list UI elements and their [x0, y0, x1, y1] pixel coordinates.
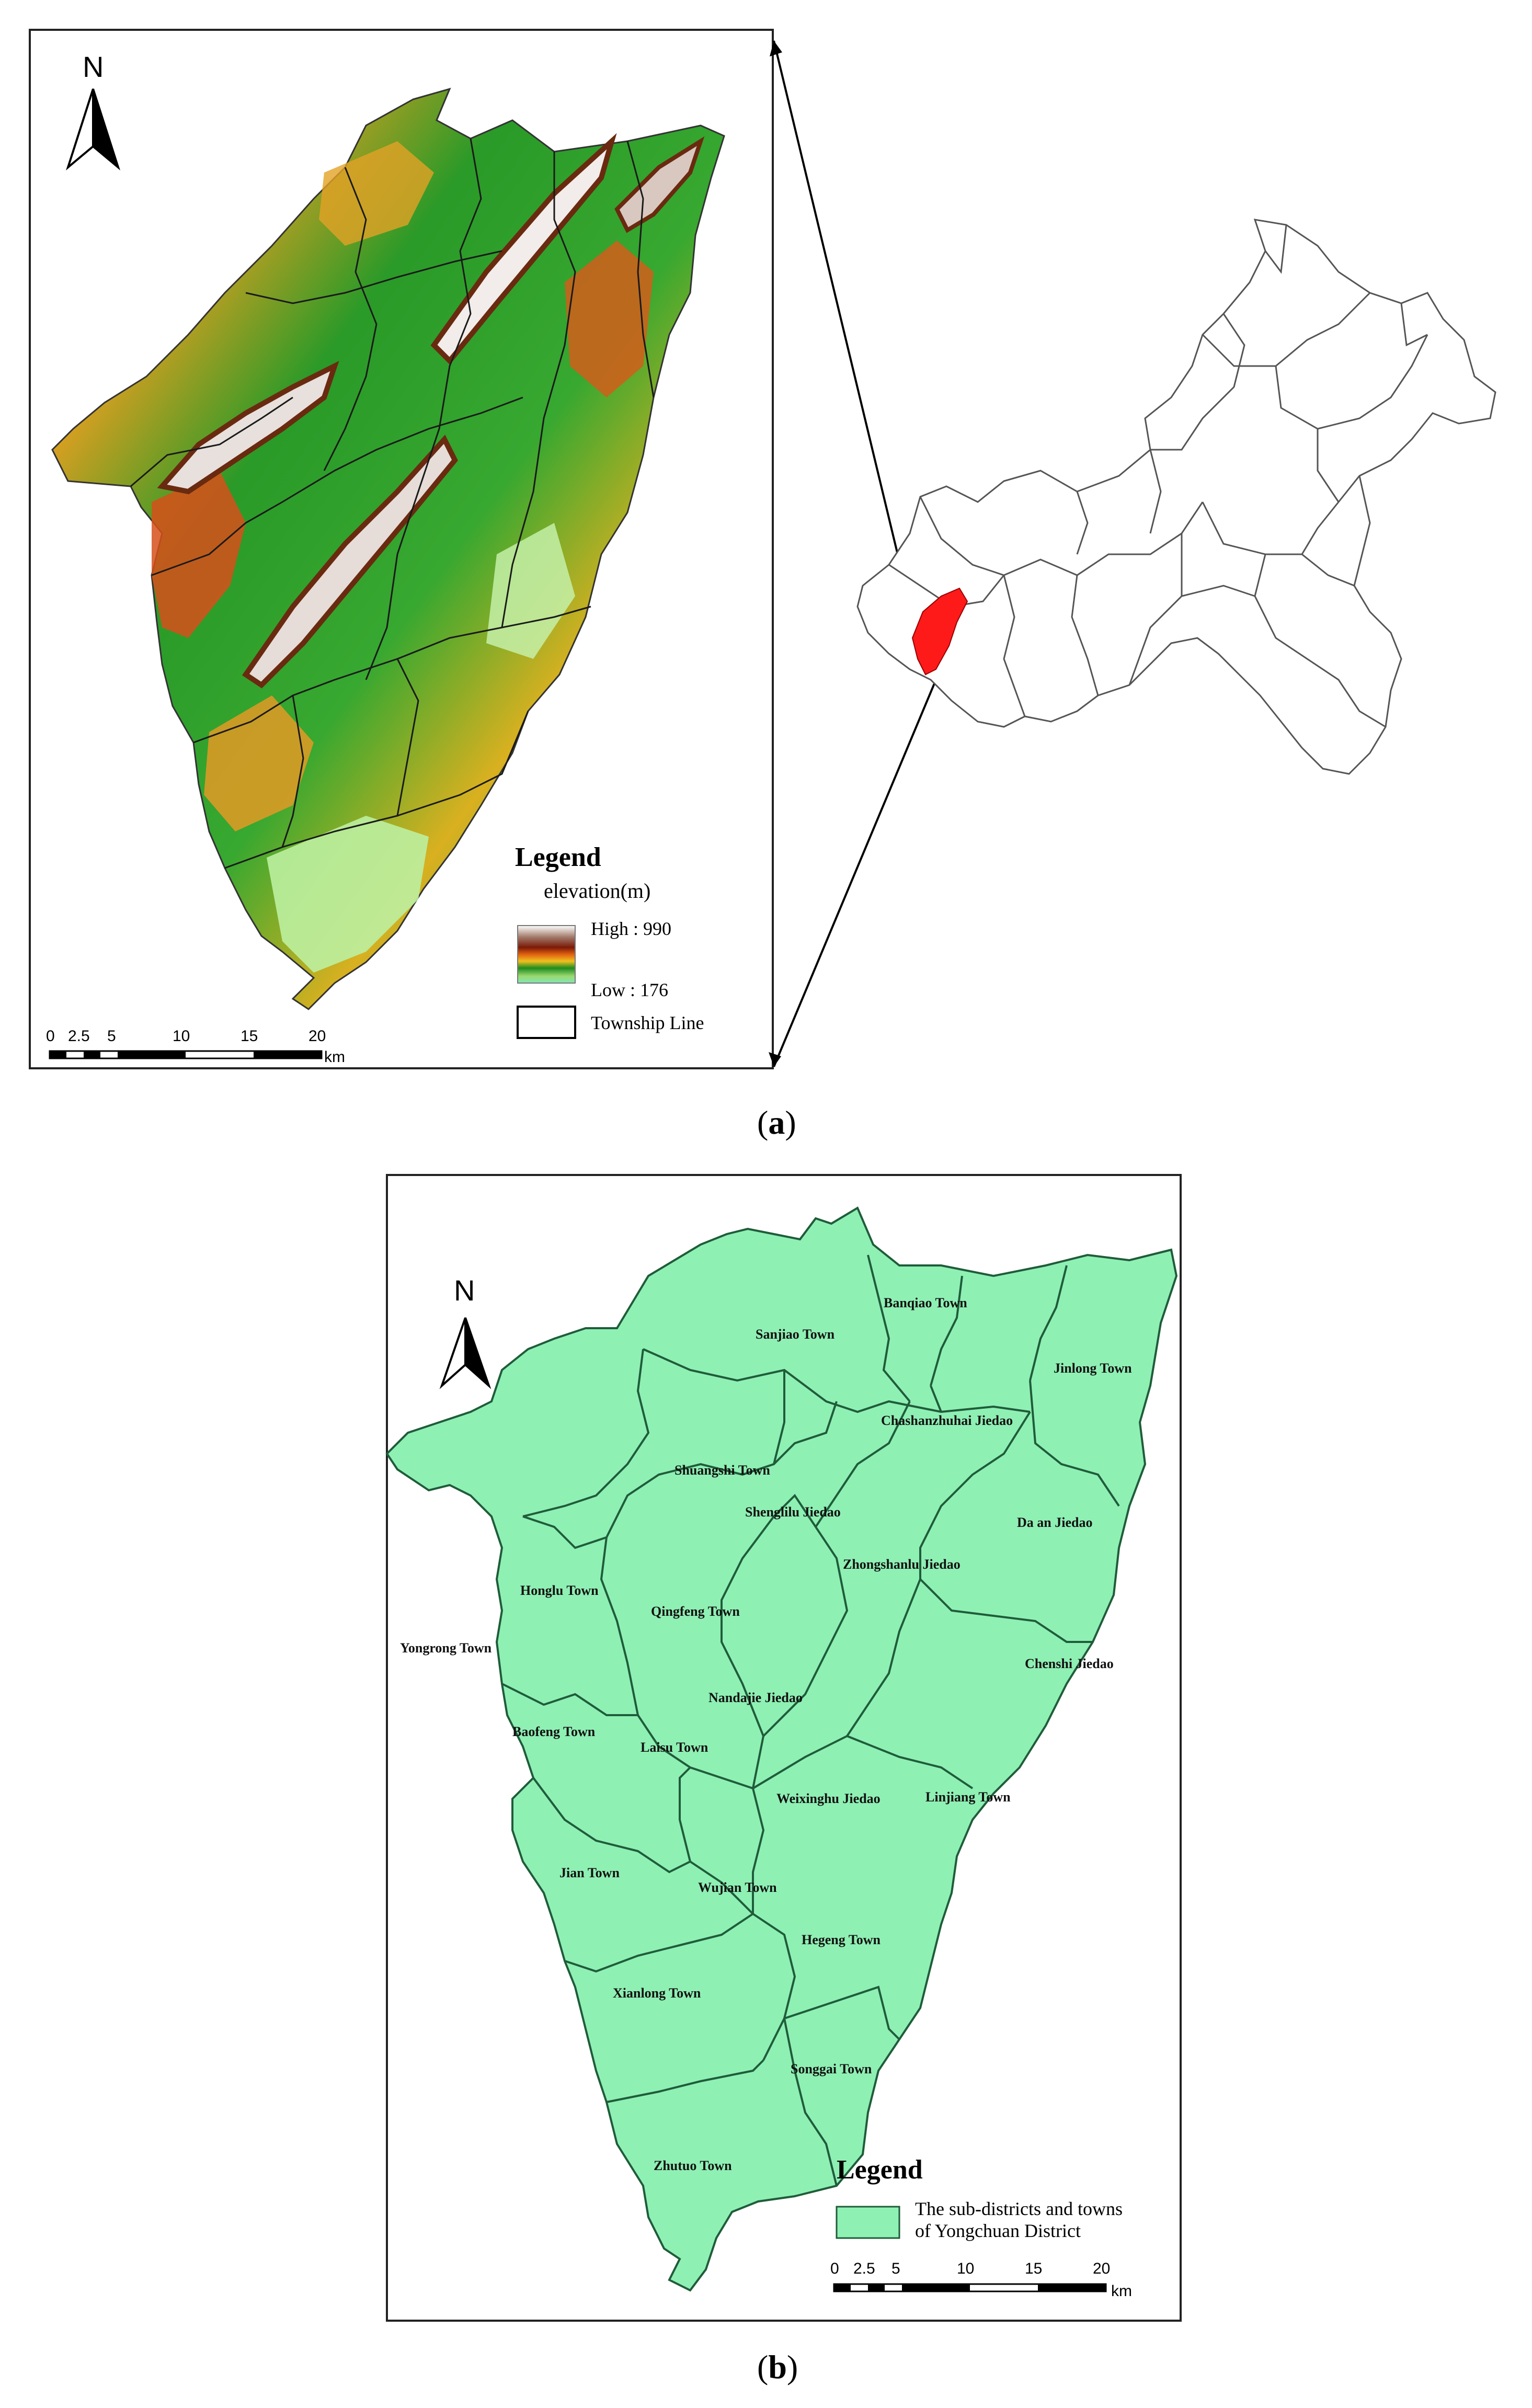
scale-b-tick-1: 2.5: [853, 2260, 875, 2277]
leader-line-bottom: [773, 679, 937, 1067]
caption-a-letter: a: [768, 1104, 785, 1141]
town-label: Qingfeng Town: [651, 1604, 740, 1619]
scale-b-tick-5: 20: [1093, 2260, 1111, 2277]
town-label: Xianlong Town: [613, 1985, 701, 2001]
town-label: Shuangshi Town: [674, 1463, 770, 1478]
town-label: Weixinghu Jiedao: [776, 1791, 881, 1806]
scale-a-tick-5: 20: [308, 1028, 326, 1045]
town-labels: Banqiao Town Sanjiao Town Jinlong Town C…: [400, 1295, 1132, 2173]
caption-b-letter: b: [768, 2348, 787, 2386]
caption-b: (b): [757, 2348, 798, 2386]
town-label: Baofeng Town: [512, 1724, 596, 1739]
yongchuan-highlight: [911, 587, 968, 676]
legend-a-title: Legend: [515, 842, 601, 872]
leader-arrowhead-top-icon: [770, 41, 782, 56]
legend-b-swatch: [836, 2206, 900, 2239]
legend-a-high-label: High : 990: [591, 918, 672, 939]
caption-a: (a): [757, 1104, 796, 1141]
town-label: Chashanzhuhai Jiedao: [881, 1413, 1013, 1428]
scale-a-tick-2: 5: [107, 1028, 116, 1045]
elevation-ramp-swatch: [517, 925, 576, 984]
dem-lowland-east: [486, 523, 575, 659]
town-label: Jian Town: [559, 1865, 620, 1880]
legend-b-item-line1: The sub-districts and towns: [915, 2198, 1123, 2219]
legend-b-item-line2: of Yongchuan District: [915, 2220, 1081, 2241]
town-label: Laisu Town: [641, 1740, 708, 1755]
north-arrow-a-icon: [66, 88, 120, 170]
scale-a-tick-0: 0: [46, 1028, 55, 1045]
north-label-b: N: [454, 1274, 475, 1307]
ridge-4: [614, 136, 705, 233]
north-label-a: N: [83, 50, 104, 83]
legend-a-subtitle: elevation(m): [544, 879, 651, 903]
scale-bar-a: [49, 1050, 323, 1059]
chongqing-outline-map: [856, 219, 1496, 775]
scale-b-tick-2: 5: [891, 2260, 900, 2277]
dem-lowland-south: [267, 816, 429, 973]
dem-orange-north: [319, 141, 434, 246]
township-lines: [130, 138, 655, 869]
scale-b-tick-4: 15: [1025, 2260, 1043, 2277]
ridge-3: [242, 435, 458, 689]
town-label: Yongrong Town: [400, 1640, 492, 1656]
leader-arrowhead-bottom-icon: [769, 1052, 781, 1067]
scale-a-tick-1: 2.5: [68, 1028, 90, 1045]
scale-b-tick-0: 0: [830, 2260, 839, 2277]
scale-b-tick-3: 10: [957, 2260, 975, 2277]
town-label: Honglu Town: [520, 1583, 599, 1598]
scale-bar-b: [833, 2283, 1107, 2292]
dem-orange-west: [152, 471, 246, 638]
legend-b-title: Legend: [837, 2155, 923, 2185]
scale-a-tick-3: 10: [173, 1028, 190, 1045]
legend-a-low-label: Low : 176: [591, 979, 668, 1000]
town-label: Chenshi Jiedao: [1025, 1656, 1114, 1671]
town-label: Nandajie Jiedao: [708, 1690, 803, 1705]
ridge-2: [430, 133, 617, 365]
town-label: Jinlong Town: [1054, 1361, 1132, 1376]
north-arrow-b-icon: [439, 1317, 491, 1389]
town-label: Wujian Town: [698, 1880, 777, 1895]
town-label: Hegeng Town: [802, 1932, 881, 1947]
district-b-shape: [385, 1206, 1178, 2292]
town-label: Sanjiao Town: [756, 1327, 835, 1342]
town-label: Shenglilu Jiedao: [745, 1504, 841, 1520]
scale-a-tick-4: 15: [241, 1028, 258, 1045]
township-line-swatch: [517, 1006, 576, 1039]
scale-b-unit: km: [1111, 2283, 1132, 2300]
scale-a-unit: km: [324, 1048, 345, 1066]
town-label: Zhongshanlu Jiedao: [843, 1557, 961, 1572]
town-label: Songgai Town: [791, 2061, 872, 2076]
town-boundaries: [501, 1254, 1120, 2186]
town-label: Zhutuo Town: [654, 2158, 732, 2173]
town-label: Da an Jiedao: [1017, 1515, 1092, 1530]
town-label: Banqiao Town: [884, 1295, 967, 1310]
dem-orange-east: [565, 241, 654, 397]
legend-a-boundary-label: Township Line: [591, 1012, 704, 1033]
town-label: Linjiang Town: [925, 1789, 1011, 1805]
